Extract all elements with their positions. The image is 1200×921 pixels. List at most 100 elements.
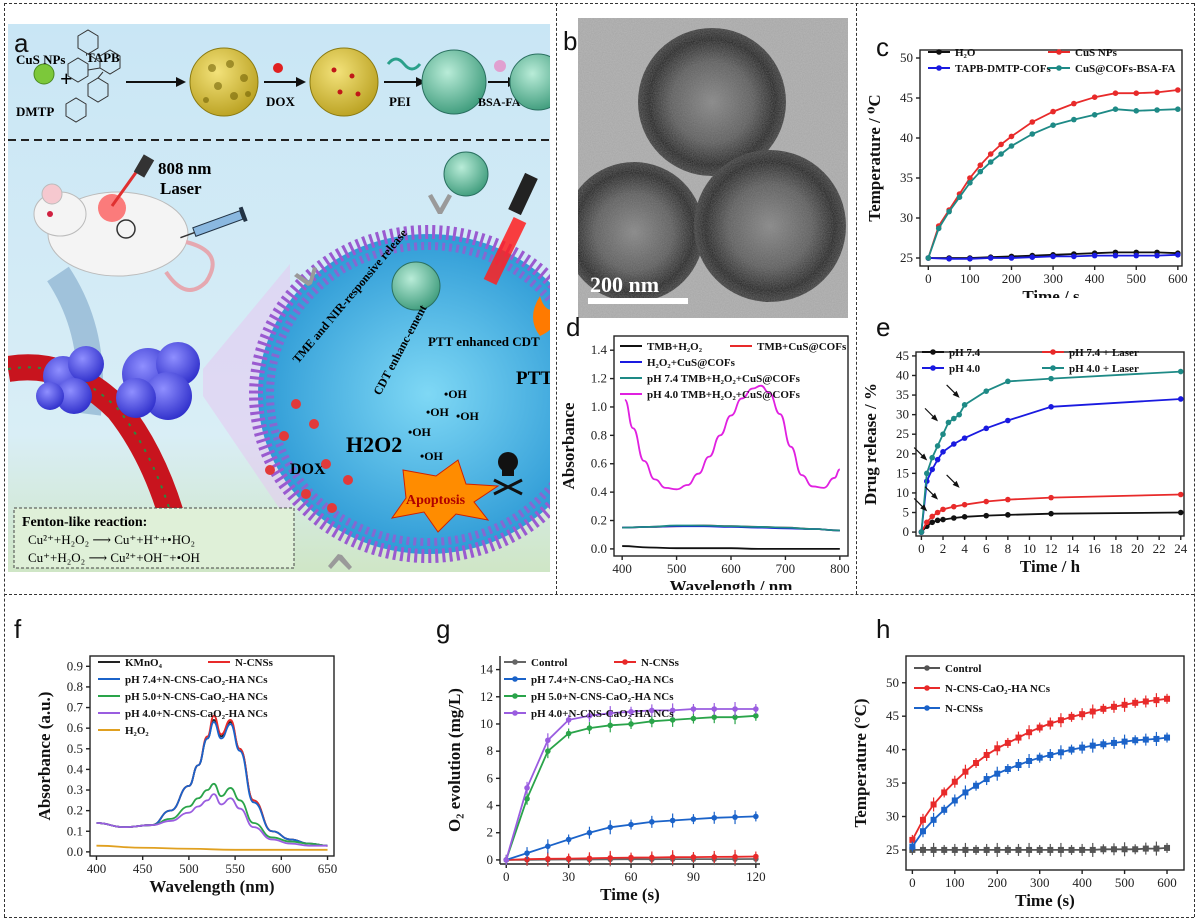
data-point — [909, 843, 916, 850]
plot-frame — [905, 655, 1185, 871]
data-point — [711, 714, 718, 720]
data-point — [1048, 375, 1054, 382]
cus-np-icon — [33, 63, 55, 85]
data-point — [946, 256, 952, 262]
data-point — [545, 843, 551, 850]
data-point — [711, 854, 718, 860]
data-point — [1121, 846, 1128, 853]
y-tick-label: 0.3 — [67, 782, 83, 797]
data-point — [924, 519, 930, 526]
data-point — [586, 713, 593, 719]
hydroxyl-radicals: •OH •OH •OH •OH •OH — [408, 387, 480, 463]
laser-label-line1: 808 nm — [158, 159, 211, 178]
label-bsa-fa-step: BSA-FA — [478, 95, 521, 109]
x-tick-label: 400 — [612, 561, 632, 576]
y-tick-label: 45 — [886, 708, 899, 723]
data-point — [1008, 255, 1015, 261]
data-point — [732, 714, 738, 720]
y-tick-label: 35 — [900, 170, 913, 185]
data-point — [967, 180, 973, 186]
data-point — [1004, 846, 1011, 853]
x-axis-label: Time (s) — [600, 885, 660, 904]
chart-g-o2-evolution: 0 30 60 90 120 0 2 4 6 8 10 12 14 Time (s) O₂ evolutio… — [430, 612, 770, 912]
data-point — [945, 419, 952, 426]
x-tick-label: 12 — [1045, 541, 1058, 556]
data-point — [628, 721, 634, 727]
data-point — [1142, 736, 1149, 743]
data-point — [524, 856, 530, 863]
data-point — [607, 722, 614, 729]
data-point — [930, 801, 937, 808]
legend-label: pH 7.4 + Laser — [1069, 347, 1139, 359]
data-point — [941, 789, 948, 796]
skull-icon — [493, 452, 523, 496]
legend-marker — [924, 665, 930, 671]
mouse-illustration — [33, 183, 215, 292]
y-tick-label: 15 — [896, 465, 909, 480]
y-tick-label: 45 — [896, 348, 909, 363]
data-point — [1175, 252, 1181, 258]
data-point — [1026, 846, 1033, 853]
y-tick-label: 0.8 — [591, 427, 607, 442]
y-axis-label: Drug release / % — [862, 383, 880, 505]
x-tick-label: 500 — [179, 861, 199, 876]
data-point — [669, 854, 676, 861]
data-point — [1050, 122, 1056, 128]
x-tick-label: 22 — [1153, 541, 1166, 556]
legend-label: pH 5.0+N-CNS-CaO₂-HA NCs — [125, 691, 268, 703]
data-point — [753, 853, 759, 860]
data-point — [1008, 143, 1015, 149]
y-tick-label: 5 — [903, 505, 910, 520]
data-point — [983, 388, 990, 394]
data-point — [918, 529, 925, 535]
flashlight-icon — [508, 172, 538, 216]
data-point — [1004, 766, 1011, 773]
x-tick-label: 100 — [960, 271, 980, 286]
data-point — [1154, 107, 1160, 113]
y-tick-label: 0.4 — [67, 761, 84, 776]
data-point — [967, 175, 973, 181]
laser-label-line2: Laser — [160, 179, 202, 198]
x-tick-label: 500 — [1115, 875, 1135, 890]
annotation-arrowhead — [931, 492, 939, 500]
x-tick-label: 18 — [1109, 541, 1122, 556]
y-tick-label: 30 — [900, 210, 913, 225]
fenton-reaction-2: Cu⁺+H₂O₂ ⟶ Cu²⁺+OH⁻+•OH — [28, 550, 200, 565]
legend-label: TMB+H₂O₂ — [647, 341, 703, 353]
legend-label: CuS NPs — [1075, 47, 1118, 59]
data-point — [973, 846, 980, 853]
chart-e-drug-release: 0 2 4 6 8 10 12 14 16 18 20 22 24 0 5 10 15 20 25 30 35 40 45 T… — [861, 306, 1192, 590]
y-tick-label: 0.2 — [591, 513, 607, 528]
data-point — [1164, 844, 1171, 851]
data-point — [925, 255, 932, 261]
data-point — [1112, 252, 1119, 259]
x-tick-label: 4 — [961, 541, 968, 556]
y-tick-label: 1.4 — [591, 342, 608, 357]
fenton-box — [13, 507, 295, 569]
data-point — [983, 425, 990, 432]
x-tick-label: 10 — [1023, 541, 1036, 556]
series-line — [622, 524, 840, 532]
chart-f-absorbance: 400 450 500 550 600 650 0.0 0.1 0.2 0.3 0.4 0.5 0.6 0… — [12, 612, 342, 912]
legend-label: Control — [945, 663, 981, 675]
legend-label: KMnO₄ — [125, 657, 163, 669]
data-point — [940, 506, 946, 513]
data-point — [1079, 846, 1086, 853]
data-point — [545, 856, 551, 862]
data-point — [1079, 711, 1086, 718]
y-tick-label: 6 — [487, 770, 494, 785]
data-point — [951, 515, 957, 521]
data-point — [973, 782, 980, 789]
data-point — [565, 855, 572, 862]
data-point — [1015, 846, 1022, 853]
legend-label: N-CNSs — [235, 657, 274, 669]
tem-texture — [578, 18, 848, 318]
data-point — [919, 828, 926, 835]
series-line — [96, 721, 328, 847]
data-point — [987, 159, 994, 165]
data-point — [690, 816, 697, 822]
data-point — [951, 441, 957, 447]
plot-frame — [613, 335, 849, 557]
data-point — [545, 748, 551, 754]
data-point — [919, 846, 926, 853]
